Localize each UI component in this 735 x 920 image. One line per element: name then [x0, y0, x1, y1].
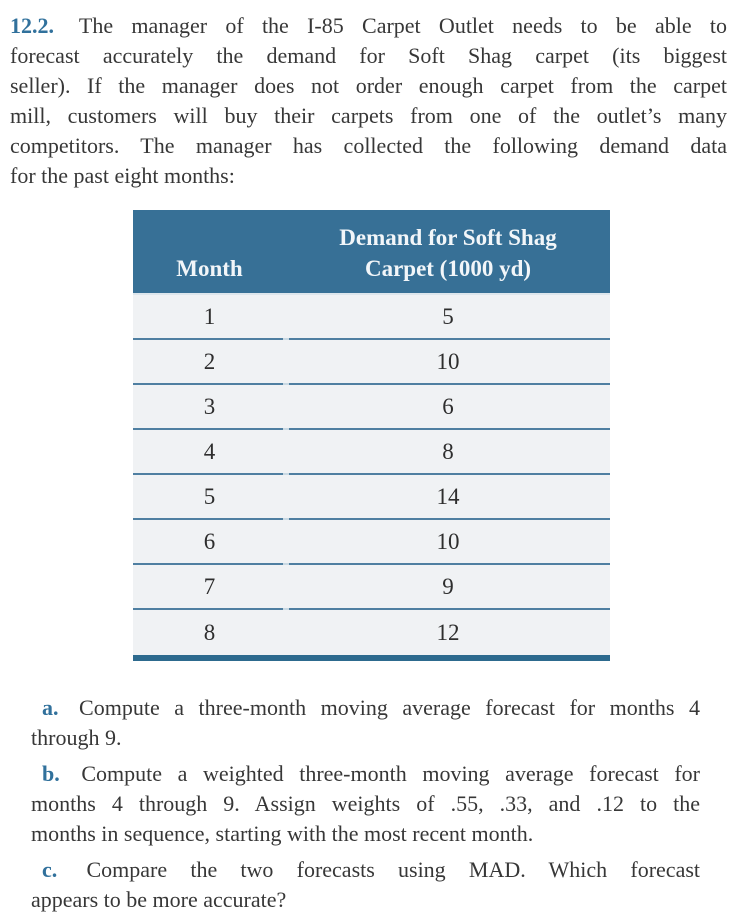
column-header-demand-line1: Demand for Soft Shag — [339, 225, 557, 250]
month-cell: 8 — [203, 619, 216, 645]
question-c-text: Compare the two forecasts using MAD. Whi… — [86, 857, 701, 882]
month-cell: 6 — [203, 528, 216, 554]
demand-cell: 9 — [442, 573, 454, 599]
table-row: 7 9 — [133, 565, 610, 610]
table-header-row: Month Demand for Soft Shag Carpet (1000 … — [133, 210, 610, 295]
question-c-label: c. — [42, 857, 58, 882]
question-a-text: Compute a three-month moving average for… — [79, 695, 700, 720]
question-b: b. Compute a weighted three-month moving… — [31, 759, 700, 849]
month-cell: 1 — [203, 303, 216, 329]
statement-text: The manager of the I-85 Carpet Outlet ne… — [78, 13, 727, 38]
question-line: months in sequence, starting with the mo… — [31, 821, 534, 846]
table-row: 4 8 — [133, 430, 610, 475]
demand-table: Month Demand for Soft Shag Carpet (1000 … — [133, 210, 610, 661]
statement-line: mill, customers will buy their carpets f… — [10, 103, 727, 128]
statement-line: forecast accurately the demand for Soft … — [10, 43, 727, 68]
table-row: 5 14 — [133, 475, 610, 520]
table-row: 2 10 — [133, 340, 610, 385]
column-header-demand-line2: Carpet (1000 yd) — [364, 256, 532, 281]
question-line: through 9. — [31, 725, 122, 750]
month-cell: 7 — [203, 573, 216, 599]
month-cell: 3 — [203, 393, 216, 419]
question-line: c. Compare the two forecasts using MAD. … — [31, 855, 700, 885]
table-row: 8 12 — [133, 610, 610, 655]
statement-line: seller). If the manager does not order e… — [10, 73, 727, 98]
problem-number: 12.2. — [10, 13, 54, 38]
column-header-month-label: Month — [176, 256, 243, 281]
question-a: a. Compute a three-month moving average … — [31, 693, 700, 753]
question-line: months 4 through 9. Assign weights of .5… — [31, 791, 700, 816]
question-c: c. Compare the two forecasts using MAD. … — [31, 855, 700, 915]
table-row: 1 5 — [133, 295, 610, 340]
question-b-label: b. — [42, 761, 60, 786]
question-line: appears to be more accurate? — [31, 887, 287, 912]
demand-cell: 12 — [436, 619, 460, 645]
demand-cell: 6 — [442, 393, 454, 419]
month-cell: 4 — [203, 438, 216, 464]
demand-cell: 14 — [436, 483, 460, 509]
question-line: b. Compute a weighted three-month moving… — [31, 759, 700, 789]
column-header-month: Month — [133, 210, 286, 293]
table-row: 3 6 — [133, 385, 610, 430]
statement-line: for the past eight months: — [10, 163, 235, 188]
month-cell: 5 — [203, 483, 216, 509]
demand-cell: 10 — [436, 528, 460, 554]
month-cell: 2 — [203, 348, 216, 374]
demand-cell: 5 — [442, 303, 454, 329]
question-a-label: a. — [42, 695, 59, 720]
demand-cell: 8 — [442, 438, 454, 464]
problem-statement: 12.2. The manager of the I-85 Carpet Out… — [10, 11, 727, 191]
question-line: a. Compute a three-month moving average … — [31, 693, 700, 723]
statement-line: 12.2. The manager of the I-85 Carpet Out… — [10, 11, 727, 41]
column-header-demand: Demand for Soft Shag Carpet (1000 yd) — [286, 210, 610, 293]
questions-section: a. Compute a three-month moving average … — [31, 693, 700, 915]
question-b-text: Compute a weighted three-month moving av… — [81, 761, 700, 786]
table-row: 6 10 — [133, 520, 610, 565]
demand-cell: 10 — [436, 348, 460, 374]
statement-line: competitors. The manager has collected t… — [10, 133, 727, 158]
